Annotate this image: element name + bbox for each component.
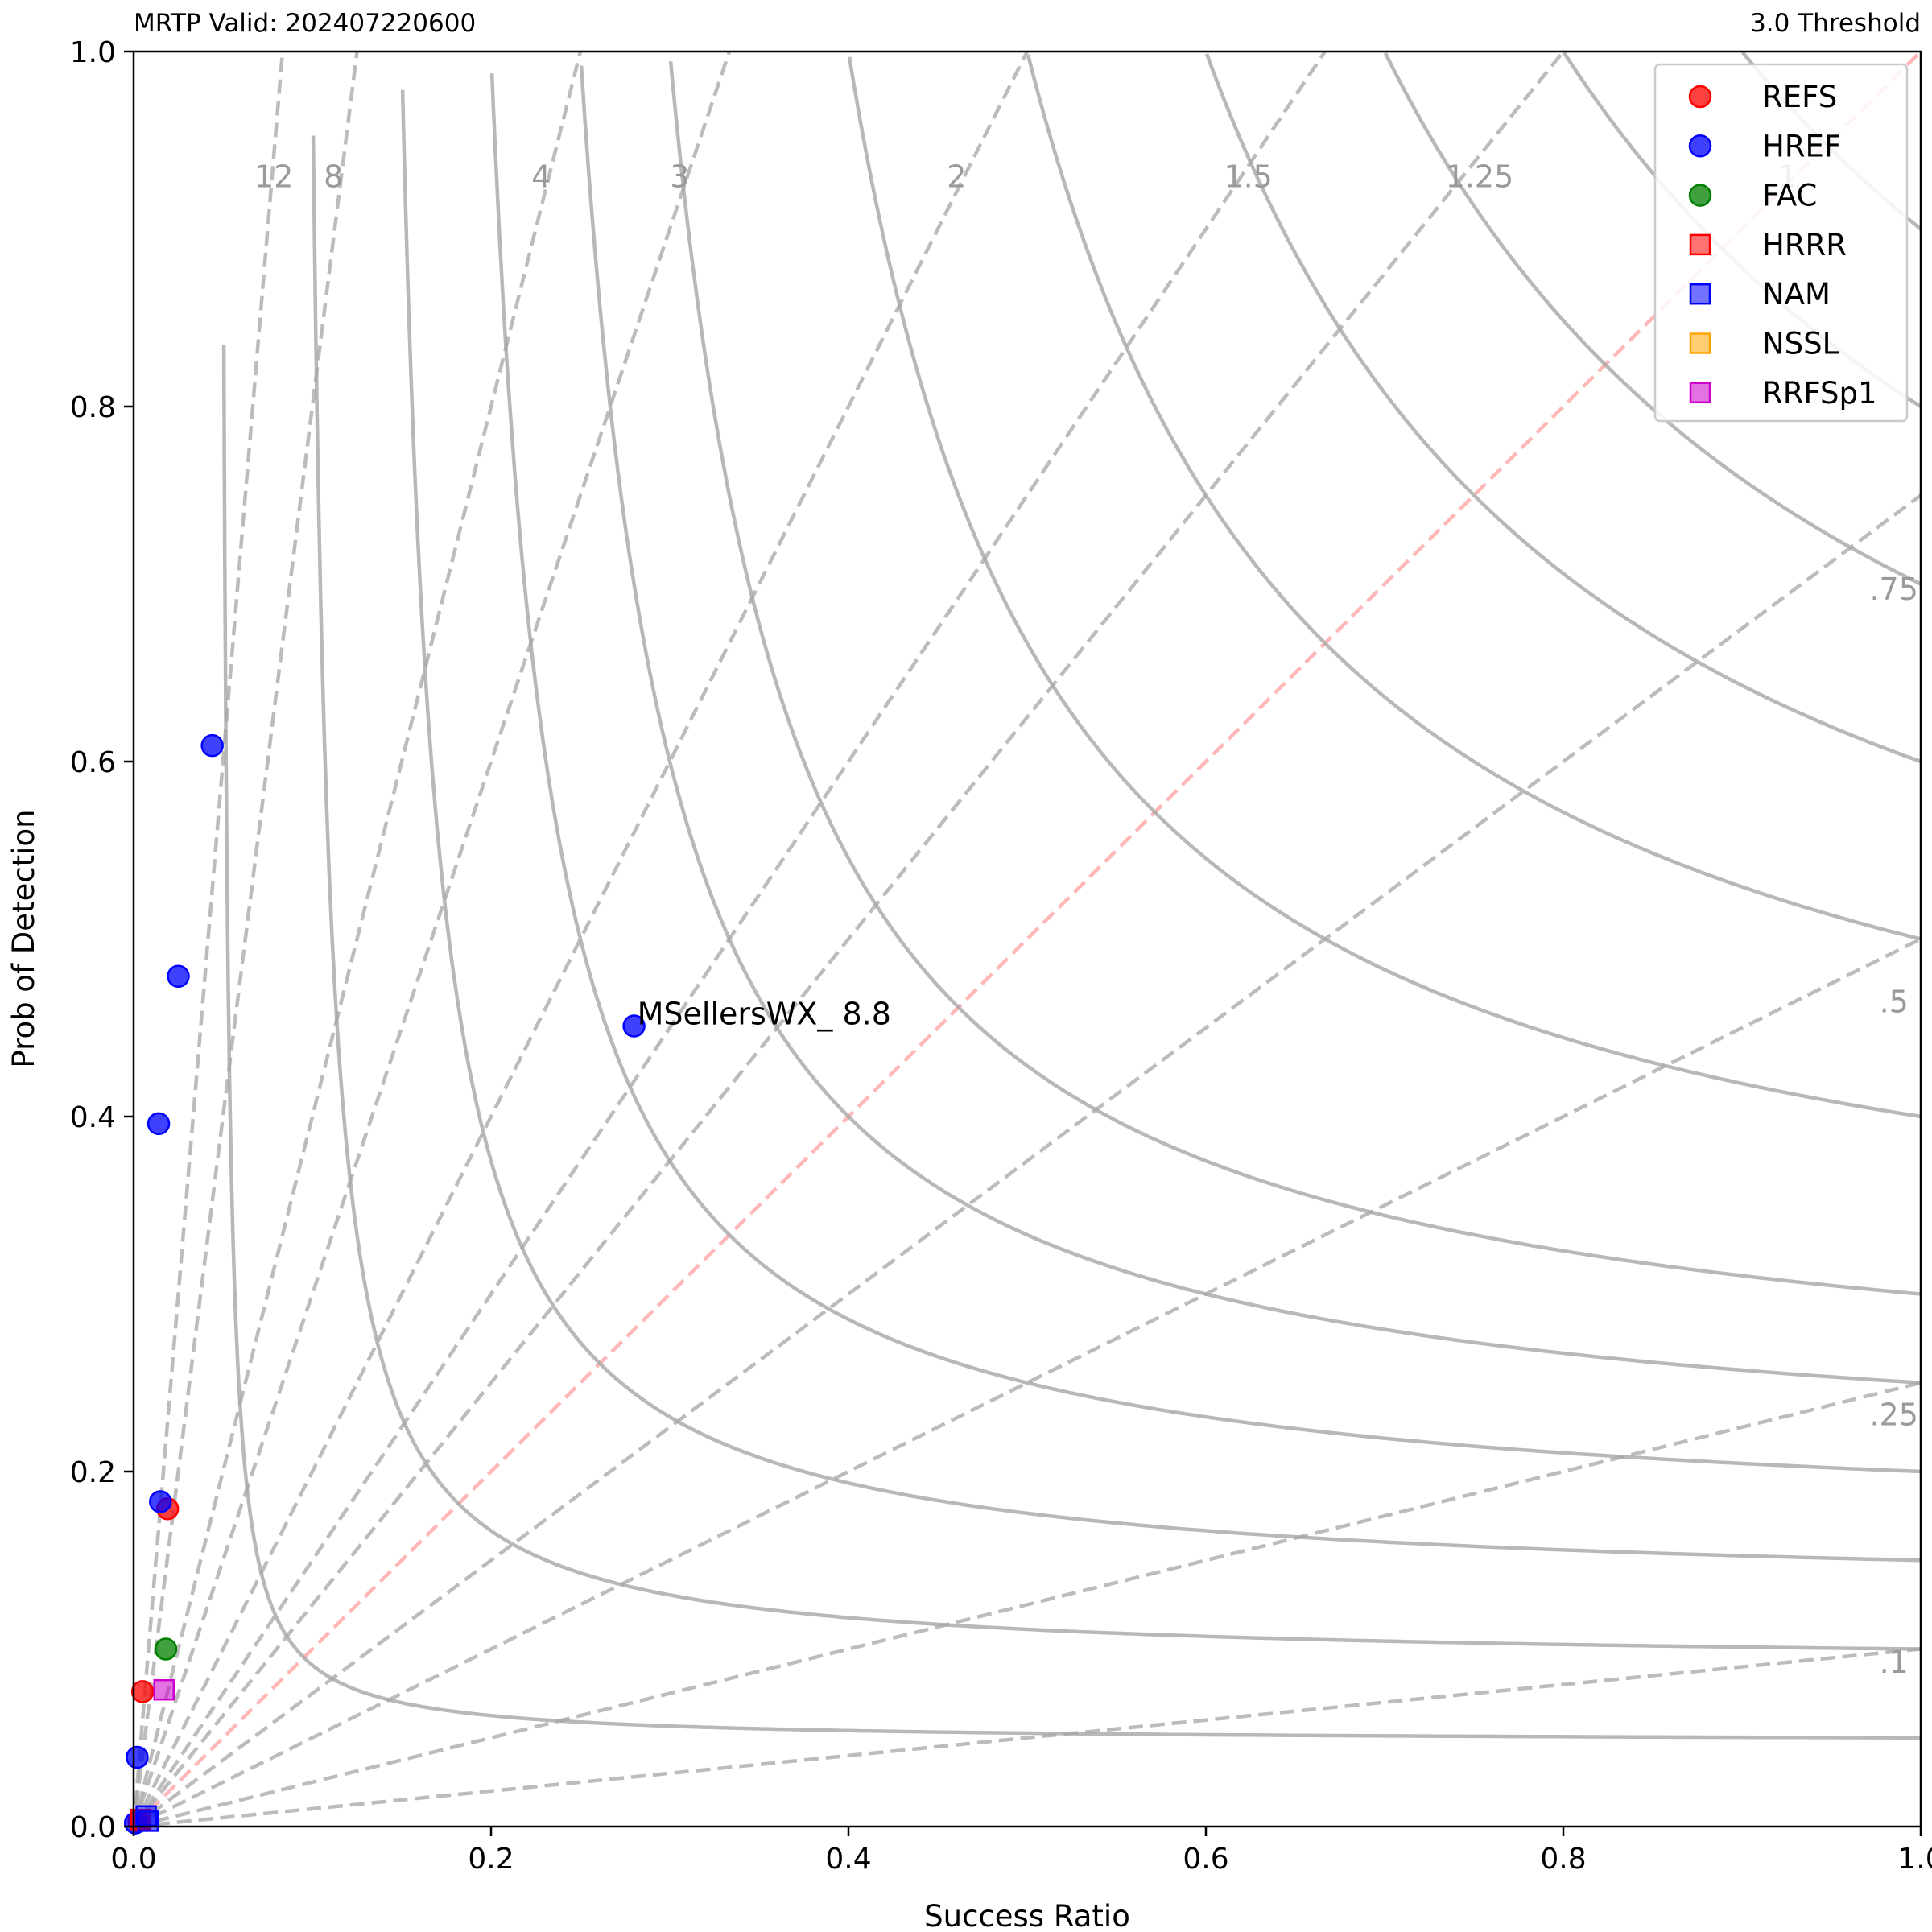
- x-tick-label-1: 0.2: [468, 1843, 514, 1876]
- legend-marker-hrrr: [1689, 233, 1711, 256]
- bias-line-11: [134, 1647, 1921, 1827]
- legend-marker-nam: [1689, 283, 1711, 305]
- bias-label-11: .1: [1880, 1645, 1909, 1680]
- legend-marker-refs: [1688, 85, 1712, 109]
- legend-label-nam: NAM: [1762, 277, 1831, 312]
- csi-contour-2: [400, 89, 1921, 1563]
- bias-label-9: .5: [1880, 985, 1909, 1020]
- bias-label-6: 1.25: [1446, 159, 1514, 194]
- legend-label-hrrr: HRRR: [1762, 228, 1847, 262]
- bias-line-5: [134, 52, 1327, 1827]
- bias-label-8: .75: [1869, 572, 1918, 607]
- y-axis-label: Prob of Detection: [6, 809, 41, 1067]
- x-tick-label-2: 0.4: [825, 1843, 871, 1876]
- legend-label-rrfsp1: RRFSp1: [1762, 376, 1877, 411]
- csi-contours: [221, 52, 1921, 1740]
- csi-contour-4: [579, 65, 1921, 1385]
- x-axis-label: Success Ratio: [924, 1899, 1130, 1932]
- csi-contour-0: [221, 345, 1921, 1740]
- csi-contour-7: [1026, 53, 1921, 941]
- legend-marker-fac: [1688, 184, 1712, 207]
- csi-contour-1: [311, 135, 1921, 1651]
- legend-box: [1653, 63, 1909, 423]
- legend-marker-nssl: [1689, 332, 1711, 354]
- bias-lines: [134, 52, 1921, 1827]
- bias-line-6: [134, 52, 1566, 1827]
- bias-label-0: 12: [254, 159, 293, 194]
- header-right: 3.0 Threshold: [1750, 9, 1921, 38]
- point-href-6: [622, 1014, 646, 1038]
- legend-marker-rrfsp1: [1689, 382, 1711, 404]
- legend: REFS HREF FAC HRRR NAM NSSL RRFSp1: [1653, 63, 1909, 423]
- x-tick-label-4: 0.8: [1540, 1843, 1586, 1876]
- bias-line-8: [134, 493, 1921, 1827]
- point-nam-1: [137, 1810, 159, 1832]
- bias-label-10: .25: [1869, 1397, 1918, 1432]
- bias-label-2: 4: [531, 159, 551, 194]
- annotation-0: MSellersWX_ 8.8: [638, 997, 891, 1032]
- point-refs-1: [130, 1680, 155, 1703]
- plot-frame: [132, 50, 1922, 1828]
- point-rrfsp1-0: [153, 1678, 175, 1701]
- legend-label-nssl: NSSL: [1762, 327, 1839, 361]
- bias-line-7: [134, 52, 1921, 1827]
- axes: 0.0 0.2 0.4 0.6 0.8 1.0 0.0 0.2 0.4 0.6 0.8 1.0: [70, 36, 1932, 1876]
- point-href-4: [126, 1745, 149, 1769]
- bias-line-9: [134, 936, 1921, 1827]
- x-tick-label-3: 0.6: [1183, 1843, 1228, 1876]
- point-fac-0: [154, 1637, 178, 1661]
- point-href-2: [147, 1112, 171, 1136]
- csi-contour-8: [1204, 52, 1921, 764]
- legend-label-href: HREF: [1762, 129, 1841, 163]
- bias-label-1: 8: [324, 159, 343, 194]
- legend-label-refs: REFS: [1762, 80, 1837, 114]
- y-tick-label-3: 0.6: [70, 746, 116, 779]
- bias-line-10: [134, 1381, 1921, 1827]
- legend-marker-href: [1688, 134, 1712, 158]
- bias-line-2: [134, 52, 583, 1827]
- annotations: MSellersWX_ 8.8: [638, 997, 891, 1032]
- point-href-3: [149, 1490, 172, 1513]
- legend-label-fac: FAC: [1762, 179, 1817, 213]
- csi-contour-9: [1383, 52, 1921, 587]
- bias-label-4: 2: [947, 159, 966, 194]
- y-tick-label-2: 0.4: [70, 1101, 116, 1134]
- csi-contour-5: [668, 61, 1921, 1296]
- y-tick-label-0: 0.0: [70, 1811, 116, 1844]
- csi-contour-3: [489, 73, 1921, 1474]
- y-tick-label-4: 0.8: [70, 391, 116, 424]
- x-tick-label-5: 1.0: [1897, 1843, 1932, 1876]
- point-href-1: [167, 964, 190, 989]
- bias-label-3: 3: [670, 159, 689, 194]
- point-href-0: [200, 733, 224, 758]
- bias-line-4: [134, 52, 1030, 1827]
- y-tick-label-1: 0.2: [70, 1456, 116, 1489]
- x-tick-label-0: 0.0: [110, 1843, 156, 1876]
- csi-contour-6: [847, 56, 1921, 1119]
- y-tick-label-5: 1.0: [70, 36, 116, 69]
- bias-label-5: 1.5: [1224, 159, 1272, 194]
- header-left: MRTP Valid: 202407220600: [134, 9, 476, 38]
